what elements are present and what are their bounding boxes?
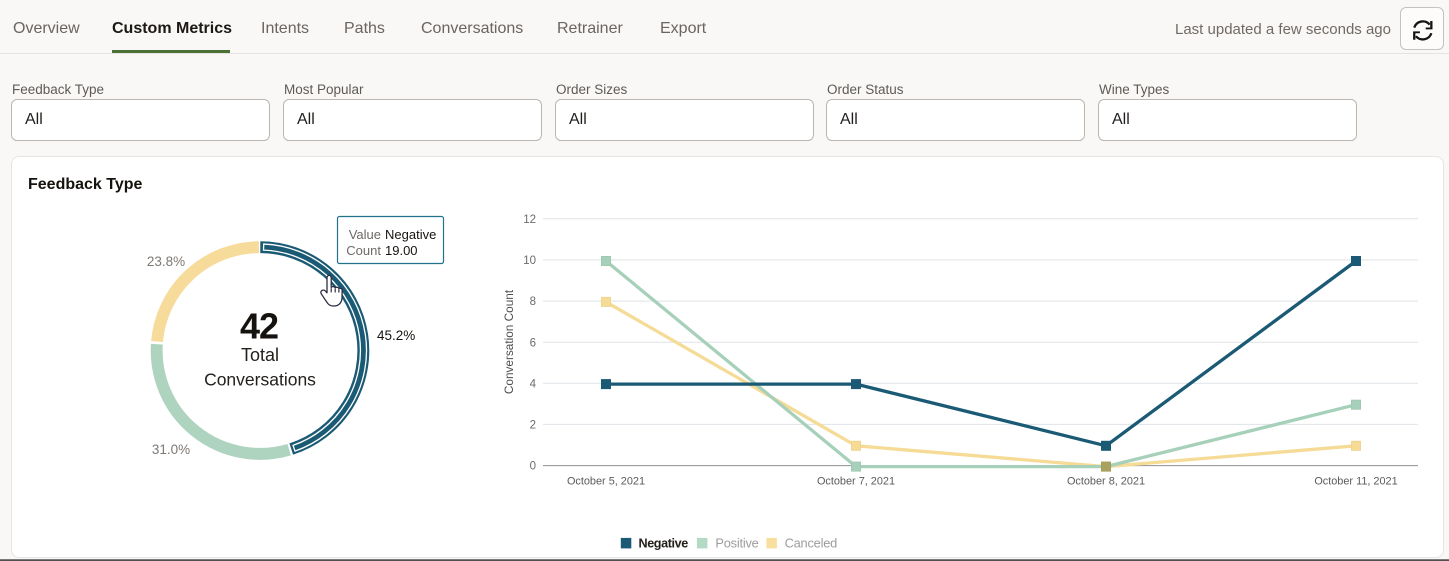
- svg-text:0: 0: [530, 461, 536, 473]
- svg-text:2: 2: [530, 420, 536, 432]
- svg-text:42: 42: [240, 306, 278, 347]
- svg-text:8: 8: [530, 296, 536, 308]
- svg-text:Negative: Negative: [385, 227, 436, 242]
- svg-text:October 5, 2021: October 5, 2021: [567, 476, 645, 488]
- svg-text:45.2%: 45.2%: [377, 328, 415, 343]
- svg-text:12: 12: [523, 214, 536, 226]
- svg-text:23.8%: 23.8%: [147, 254, 185, 269]
- svg-text:October 11, 2021: October 11, 2021: [1314, 476, 1397, 488]
- svg-text:Negative: Negative: [639, 536, 689, 550]
- svg-text:31.0%: 31.0%: [152, 442, 190, 457]
- svg-text:4: 4: [530, 378, 537, 390]
- svg-text:10: 10: [523, 255, 536, 267]
- svg-text:19.00: 19.00: [385, 243, 418, 258]
- svg-text:Conversations: Conversations: [204, 370, 316, 390]
- svg-text:Conversation Count: Conversation Count: [502, 289, 516, 394]
- svg-text:Total: Total: [241, 345, 279, 365]
- svg-text:October 7, 2021: October 7, 2021: [817, 476, 895, 488]
- svg-text:6: 6: [530, 337, 536, 349]
- svg-text:Canceled: Canceled: [785, 535, 838, 550]
- svg-text:Value: Value: [349, 227, 381, 242]
- svg-text:October 8, 2021: October 8, 2021: [1067, 476, 1145, 488]
- svg-text:Count: Count: [346, 243, 381, 258]
- svg-text:Positive: Positive: [715, 535, 758, 550]
